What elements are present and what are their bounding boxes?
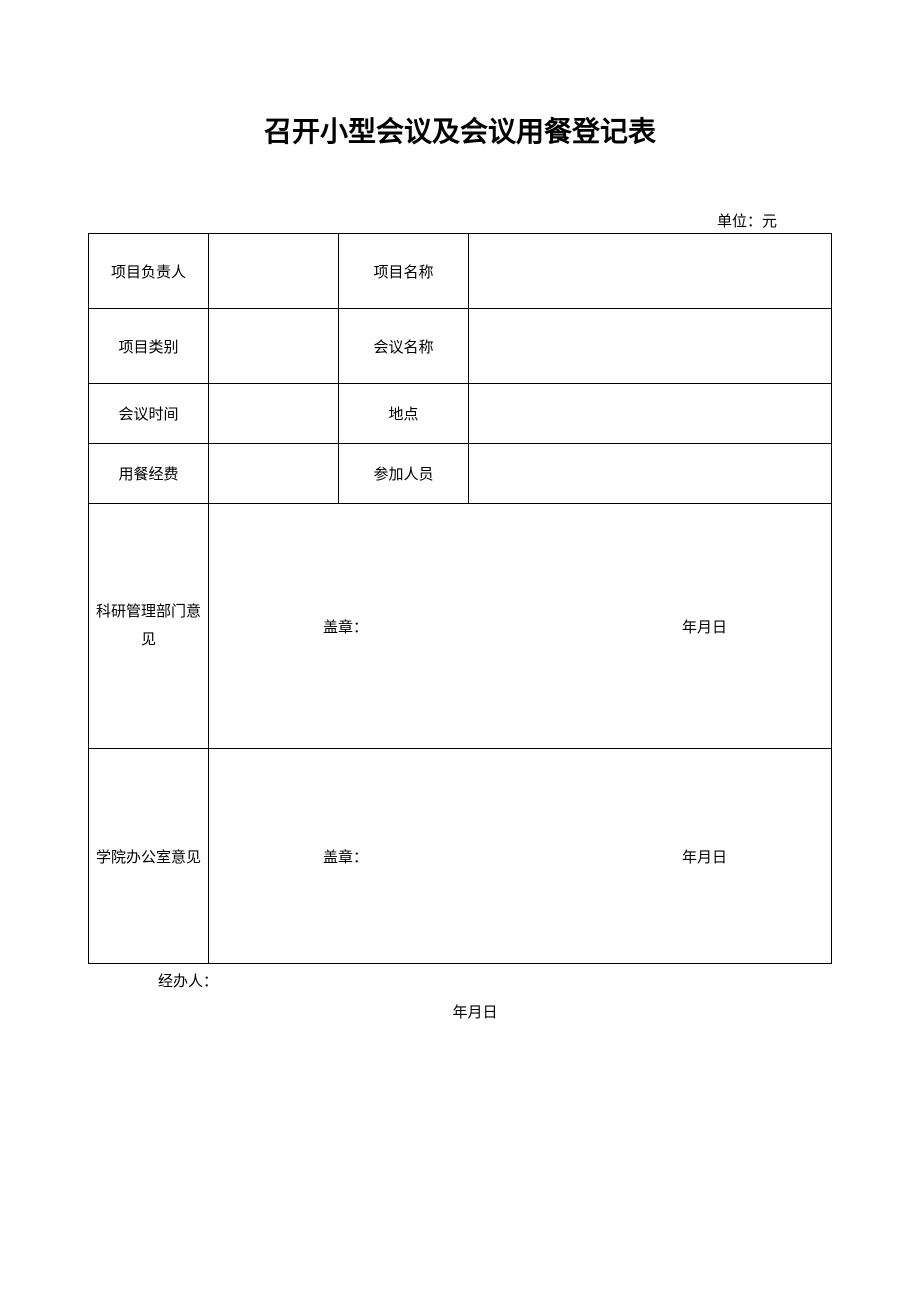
label-meeting-time: 会议时间 [89, 384, 209, 444]
label-participants: 参加人员 [339, 444, 469, 504]
label-project-leader: 项目负责人 [89, 234, 209, 309]
value-meeting-time [209, 384, 339, 444]
value-meeting-name [469, 309, 832, 384]
table-row-opinion: 学院办公室意见 盖章： 年月日 [89, 749, 832, 964]
value-meal-fund [209, 444, 339, 504]
stamp-line: 盖章： 年月日 [213, 616, 827, 637]
label-research-dept-opinion: 科研管理部门意见 [89, 504, 209, 749]
value-college-office-opinion: 盖章： 年月日 [209, 749, 832, 964]
document-title: 召开小型会议及会议用餐登记表 [88, 110, 832, 150]
stamp-label: 盖章： [323, 846, 368, 867]
page-container: 召开小型会议及会议用餐登记表 单位：元 项目负责人 项目名称 项目类别 会议名称… [0, 0, 920, 1022]
value-research-dept-opinion: 盖章： 年月日 [209, 504, 832, 749]
bottom-date: 年月日 [88, 1001, 832, 1022]
table-row: 项目类别 会议名称 [89, 309, 832, 384]
unit-label: 单位：元 [88, 210, 832, 231]
table-row-opinion: 科研管理部门意见 盖章： 年月日 [89, 504, 832, 749]
stamp-date: 年月日 [682, 616, 727, 637]
value-project-name [469, 234, 832, 309]
handler-label: 经办人： [88, 970, 832, 991]
table-row: 用餐经费 参加人员 [89, 444, 832, 504]
table-row: 会议时间 地点 [89, 384, 832, 444]
value-location [469, 384, 832, 444]
table-row: 项目负责人 项目名称 [89, 234, 832, 309]
label-location: 地点 [339, 384, 469, 444]
label-meeting-name: 会议名称 [339, 309, 469, 384]
stamp-line: 盖章： 年月日 [213, 846, 827, 867]
stamp-label: 盖章： [323, 616, 368, 637]
label-project-name: 项目名称 [339, 234, 469, 309]
registration-table: 项目负责人 项目名称 项目类别 会议名称 会议时间 地点 用餐经费 参加人员 科… [88, 233, 832, 964]
label-meal-fund: 用餐经费 [89, 444, 209, 504]
value-project-type [209, 309, 339, 384]
value-project-leader [209, 234, 339, 309]
label-college-office-opinion: 学院办公室意见 [89, 749, 209, 964]
stamp-date: 年月日 [682, 846, 727, 867]
value-participants [469, 444, 832, 504]
label-project-type: 项目类别 [89, 309, 209, 384]
